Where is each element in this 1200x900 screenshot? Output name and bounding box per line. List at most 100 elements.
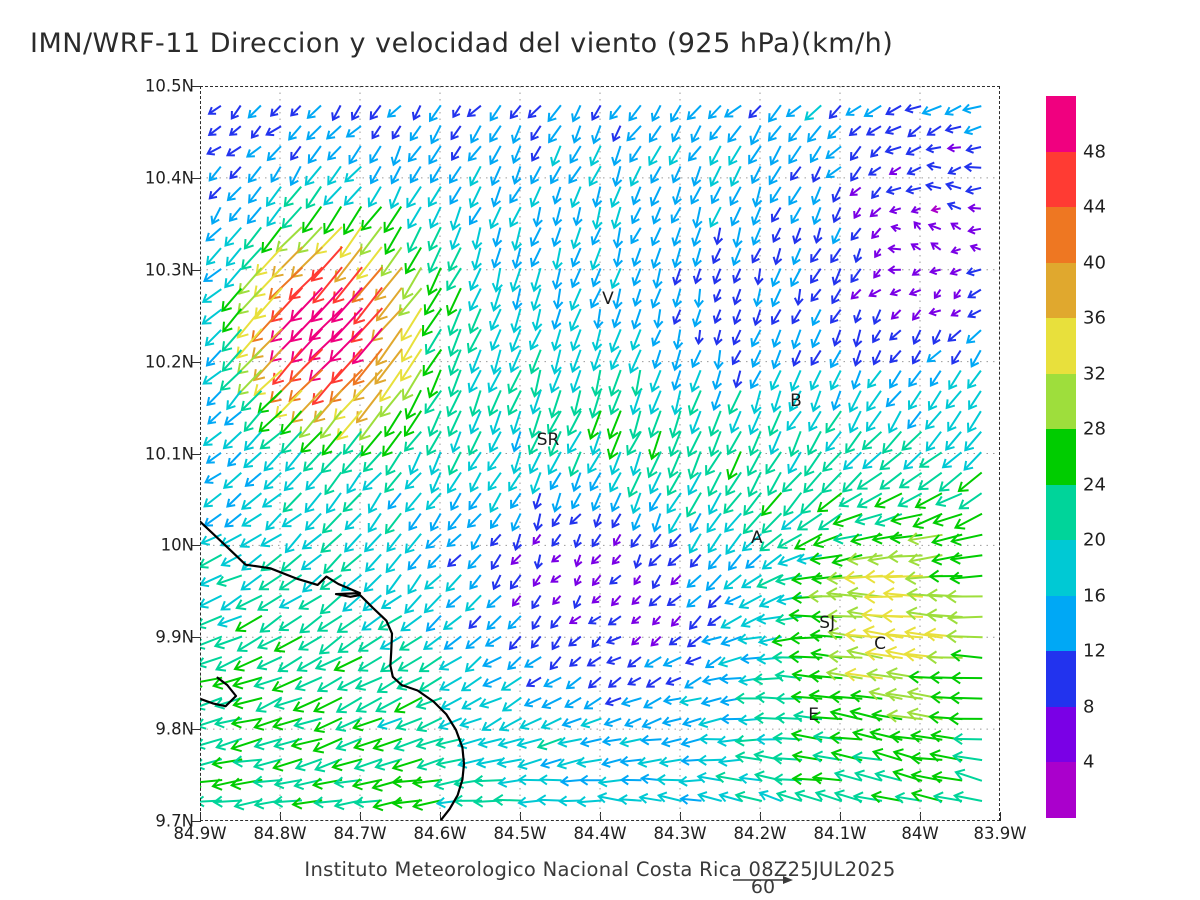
wind-arrow: [804, 104, 822, 121]
map-plot-area[interactable]: V SR B A SJ C E: [200, 86, 1000, 821]
wind-arrow: [630, 206, 642, 225]
x-axis-tick: [760, 812, 761, 821]
wind-arrow: [822, 451, 843, 472]
wind-arrow: [769, 186, 782, 204]
x-axis-tick-label: 84.9W: [173, 824, 227, 843]
wind-arrow: [967, 203, 981, 213]
wind-arrow: [382, 430, 403, 458]
wind-arrow: [921, 104, 942, 116]
wind-arrow: [216, 574, 243, 587]
wind-arrow: [569, 513, 582, 525]
wind-arrow: [247, 165, 262, 184]
wind-arrow: [869, 727, 903, 741]
wind-arrow: [570, 227, 582, 250]
wind-arrow: [688, 533, 702, 554]
wind-arrow: [266, 206, 282, 227]
wind-arrow: [879, 471, 903, 490]
wind-arrow: [278, 574, 303, 591]
wind-arrow: [571, 104, 582, 123]
wind-arrow: [630, 329, 642, 351]
wind-arrow: [731, 247, 742, 267]
wind-arrow: [690, 186, 702, 205]
wind-arrow: [882, 430, 903, 454]
wind-arrow: [302, 451, 323, 472]
wind-arrow: [854, 513, 883, 526]
wind-arrow: [914, 492, 943, 509]
wind-arrow: [809, 552, 843, 566]
wind-arrow: [205, 227, 222, 242]
wind-arrow: [707, 553, 722, 570]
wind-arrow: [517, 758, 543, 770]
wind-arrow: [236, 307, 263, 339]
wind-arrow: [849, 689, 883, 703]
wind-arrow: [541, 696, 562, 710]
colorbar-band: [1046, 595, 1076, 652]
wind-arrow: [510, 410, 522, 436]
wind-arrow: [511, 166, 522, 186]
wind-arrow: [489, 104, 502, 122]
wind-arrow: [298, 594, 323, 610]
wind-arrow: [691, 309, 702, 328]
wind-arrow: [517, 796, 542, 808]
wind-arrow: [589, 247, 602, 271]
wind-arrow: [469, 574, 482, 590]
colorbar-tick-label: 48: [1083, 141, 1106, 163]
wind-arrow: [729, 165, 742, 188]
wind-arrow: [224, 267, 242, 289]
wind-arrow: [885, 390, 902, 408]
wind-arrow: [867, 166, 882, 176]
wind-arrow: [770, 390, 782, 414]
wind-arrow: [593, 513, 602, 528]
wind-arrow: [280, 553, 303, 572]
wind-arrow: [422, 348, 443, 377]
wind-arrow: [550, 554, 562, 563]
wind-arrow: [789, 631, 823, 645]
wind-arrow: [694, 329, 704, 346]
wind-arrow: [827, 125, 842, 140]
wind-arrow: [300, 553, 323, 571]
wind-arrow: [708, 410, 722, 437]
wind-arrow: [367, 492, 382, 514]
wind-arrow: [717, 656, 742, 668]
wind-arrow: [225, 247, 242, 267]
wind-arrow: [961, 103, 982, 114]
wind-arrow: [856, 492, 883, 509]
wind-arrow: [591, 595, 602, 604]
wind-arrow: [200, 533, 222, 546]
wind-arrow: [628, 104, 642, 122]
wind-arrow: [224, 226, 242, 247]
wind-arrow: [950, 649, 983, 662]
wind-arrow: [785, 104, 802, 118]
wind-arrow: [629, 410, 642, 440]
x-axis-tick-label: 84.7W: [333, 824, 387, 843]
wind-arrow: [241, 492, 263, 510]
wind-arrow: [648, 125, 662, 143]
wind-arrow: [796, 512, 823, 531]
wind-arrow: [948, 712, 983, 726]
wind-arrow: [376, 717, 403, 730]
wind-arrow: [466, 513, 482, 529]
wind-arrow: [323, 186, 342, 206]
wind-arrow: [467, 430, 482, 456]
wind-arrow: [911, 349, 922, 365]
wind-arrow: [967, 309, 982, 319]
wind-arrow: [404, 246, 422, 275]
x-axis-tick: [360, 812, 361, 821]
wind-arrow: [874, 492, 903, 509]
wind-arrow: [825, 587, 863, 601]
wind-arrow: [511, 227, 523, 252]
wind-arrow: [651, 513, 662, 533]
wind-arrow: [530, 125, 542, 141]
wind-arrow: [871, 349, 882, 366]
wind-arrow: [951, 349, 962, 365]
wind-arrow: [403, 410, 423, 437]
wind-arrow: [427, 410, 442, 438]
wind-arrow: [429, 125, 442, 145]
colorbar-tick-label: 28: [1083, 418, 1106, 440]
colorbar-band: [1046, 429, 1076, 485]
y-axis-tick-label: 9.9N: [155, 627, 194, 647]
wind-arrow: [408, 451, 422, 476]
wind-arrow: [611, 145, 622, 167]
wind-arrow: [727, 553, 742, 571]
wind-arrow: [853, 309, 862, 324]
